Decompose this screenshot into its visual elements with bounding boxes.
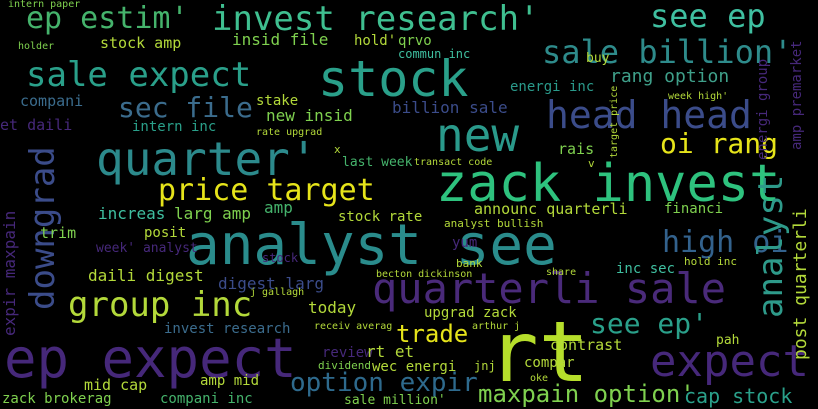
word-sale-million: sale million' — [344, 393, 446, 408]
word-intern-paper: intern paper — [8, 0, 81, 10]
word-contrast: contrast — [550, 336, 623, 354]
word-buy: buy — [586, 51, 610, 66]
word-rate-upgrad: rate upgrad — [256, 127, 323, 138]
word-see-ep-bottom: see ep' — [590, 307, 709, 340]
word-oke: oke — [530, 373, 549, 384]
word-target-price: target price — [609, 85, 620, 158]
word-wec-energi: wec energi — [372, 359, 457, 375]
word-cap-stock: cap stock — [684, 384, 793, 408]
word-intern-inc: intern inc — [132, 119, 217, 135]
word-invest-research-small: invest research — [164, 321, 291, 337]
word-review: review — [322, 345, 373, 361]
word-receiv-averag: receiv averag — [314, 321, 393, 332]
word-sec-file: sec file — [118, 91, 253, 124]
word-larg-amp: larg amp — [174, 204, 252, 223]
word-insid-file: insid file — [232, 30, 329, 49]
word-zack-invest: zack invest — [436, 154, 781, 214]
word-expir-maxpain: expir maxpain — [0, 210, 19, 336]
word-zack-brokerag: zack brokerag — [2, 391, 112, 407]
word-stock-rate: stock rate — [338, 209, 423, 225]
word-new-insid: new insid — [266, 106, 353, 125]
word-becton-dickinson: becton dickinson — [376, 269, 473, 280]
word-maxpain-option: maxpain option' — [478, 380, 695, 408]
word-group-inc: group inc — [68, 285, 253, 325]
word-commun-inc: commun inc — [398, 47, 471, 61]
word-trade: trade — [396, 320, 469, 348]
word-mid-cap: mid cap — [84, 376, 148, 394]
word-post-quarterli: post quarterli — [790, 208, 811, 360]
word-oi-rang: oi rang — [660, 127, 779, 160]
word-amp-mid: amp mid — [200, 373, 260, 389]
word-stock-big: stock — [318, 50, 469, 108]
word-share: share — [546, 267, 577, 278]
word-week-analyst: week' analyst — [96, 241, 198, 256]
word-digest-larg: digest larg — [218, 274, 324, 293]
word-expect: expect — [650, 336, 809, 387]
word-rais: rais — [558, 140, 595, 158]
word-upgrad-zack: upgrad zack — [424, 305, 517, 321]
word-increas: increas — [98, 204, 166, 223]
word-stock-small: stock — [262, 251, 299, 265]
word-v: v — [588, 157, 595, 170]
word-energi-group: energi group — [755, 58, 771, 160]
word-yum: yum — [452, 235, 478, 251]
word-stake: stake — [256, 93, 299, 109]
word-et-daili: et daili — [0, 116, 73, 134]
word-high-oi: high oi — [662, 225, 789, 260]
word-last-week: last week — [342, 155, 413, 170]
word-amp: amp — [264, 198, 293, 217]
word-jnj: jnj — [474, 359, 496, 373]
word-daili-digest: daili digest — [88, 266, 204, 285]
word-x: x — [334, 143, 341, 156]
word-analyst-see: analyst see — [186, 213, 557, 278]
word-rang-option: rang option — [610, 66, 730, 87]
word-compani-inc: compani inc — [160, 391, 253, 407]
word-see-ep-top: see ep — [650, 0, 766, 35]
word-dividend: dividend — [318, 359, 371, 372]
word-transact-code: transact code — [414, 157, 493, 168]
word-new: new — [436, 108, 520, 162]
word-stock-amp: stock amp — [100, 34, 182, 52]
word-hold: hold' — [354, 33, 397, 49]
word-financi: financi — [664, 201, 724, 217]
word-trim: trim — [40, 224, 77, 242]
word-holder: holder — [18, 41, 55, 52]
word-sale-expect: sale expect — [26, 55, 252, 95]
word-arthur-j: arthur j — [472, 321, 521, 332]
word-price-target: price target — [158, 173, 375, 208]
word-quarter: quarter' — [96, 132, 318, 186]
word-analyst-vertical: analyst — [751, 174, 791, 318]
word-analyst-bullish: analyst bullish — [444, 217, 544, 230]
word-ep-expect: ep expect — [4, 327, 297, 390]
word-option-expir: option expir — [290, 368, 478, 398]
word-billion-sale: billion sale — [392, 98, 508, 117]
word-bank: bank — [456, 257, 483, 270]
word-posit: posit — [144, 225, 187, 241]
word-head-head: head head — [546, 93, 752, 137]
word-energi-inc: energi inc — [510, 79, 595, 95]
word-hold-inc: hold inc — [684, 255, 737, 268]
word-j-gallagh: j gallagh — [250, 287, 305, 298]
word-announc-quarterli: announc quarterli — [474, 200, 628, 218]
word-invest-research: invest research' — [212, 0, 540, 39]
word-sale-billion: sale billion' — [542, 33, 793, 71]
word-qrvo: qrvo — [398, 33, 432, 49]
word-compani: compani — [20, 92, 84, 110]
word-today: today — [308, 298, 357, 317]
word-pah: pah — [716, 333, 740, 348]
word-week-high: week high' — [668, 91, 729, 102]
word-rt-et: rt et — [366, 342, 415, 361]
word-rt: rt — [488, 303, 590, 401]
word-compar: compar — [524, 355, 575, 371]
word-amp-premarket: amp premarket — [789, 40, 805, 150]
word-inc-sec: inc sec — [616, 261, 676, 277]
word-quarterli-sale: quarterli sale — [372, 264, 727, 313]
word-ep-estim: ep estim' — [26, 1, 189, 36]
